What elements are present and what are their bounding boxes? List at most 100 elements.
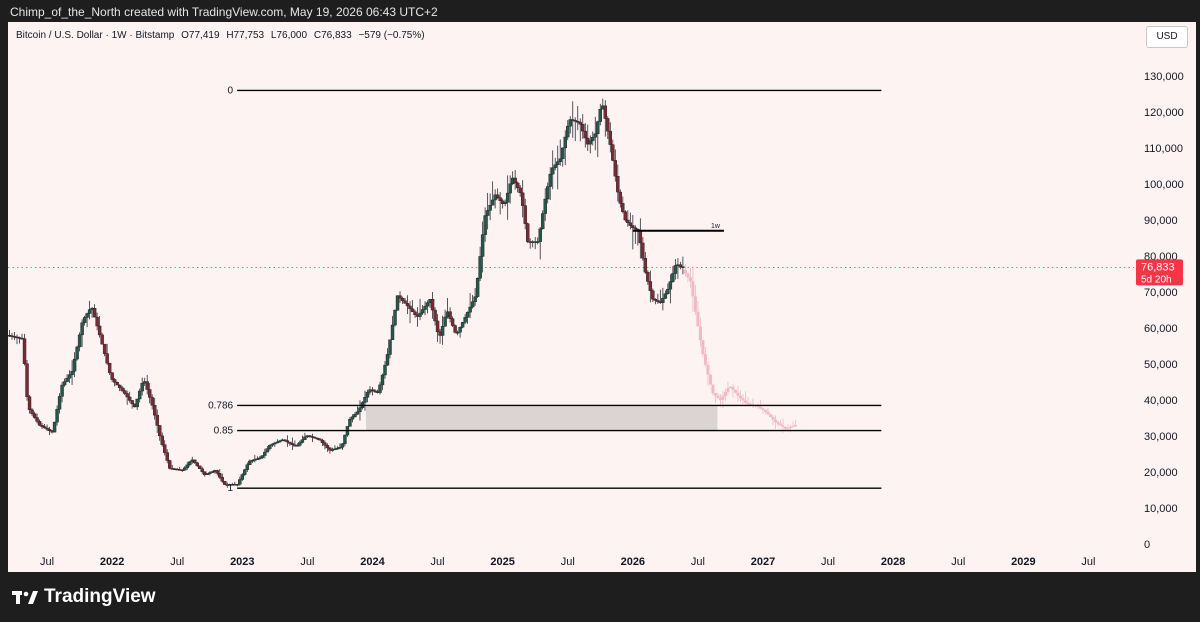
projected-candle	[723, 391, 727, 396]
price-candle	[315, 437, 320, 440]
currency-button[interactable]: USD	[1146, 26, 1188, 48]
projected-candle	[774, 419, 778, 422]
legend-change: −579 (−0.75%)	[358, 30, 425, 41]
projected-candle	[738, 395, 742, 399]
x-axis-tick-label: Jul	[1081, 556, 1095, 568]
price-candle	[465, 312, 470, 318]
y-axis-tick-label: 50,000	[1144, 359, 1178, 371]
price-candle	[515, 182, 520, 189]
projected-candle	[741, 398, 745, 401]
price-candle	[408, 305, 412, 310]
price-candle	[380, 374, 385, 386]
price-candle	[150, 397, 154, 406]
price-candle	[663, 293, 668, 299]
price-candle	[223, 481, 227, 485]
price-candle	[541, 213, 545, 230]
projected-candle	[784, 427, 788, 429]
price-candle	[205, 473, 209, 475]
price-candle	[616, 176, 620, 193]
x-axis-tick-label: 2027	[751, 556, 775, 568]
price-candle	[102, 343, 107, 354]
y-axis-tick-label: 70,000	[1144, 287, 1178, 299]
price-candle	[310, 436, 315, 438]
price-candle	[240, 474, 245, 480]
projected-candle	[728, 386, 732, 388]
price-candle	[443, 316, 447, 327]
price-candle	[395, 295, 400, 311]
projected-candle	[786, 427, 790, 429]
price-candle	[626, 219, 630, 223]
price-candle	[330, 449, 335, 451]
price-candle	[127, 396, 132, 401]
tradingview-logo[interactable]: TradingView	[12, 586, 156, 608]
price-candle	[641, 242, 645, 259]
price-candle	[215, 470, 219, 474]
price-candle	[455, 332, 460, 334]
price-candle	[378, 384, 382, 393]
projected-candle	[748, 403, 752, 405]
price-candle	[62, 381, 67, 386]
price-candle	[340, 443, 345, 448]
price-candle	[95, 316, 99, 327]
price-candle	[561, 147, 565, 159]
price-candle	[298, 442, 302, 446]
price-candle	[308, 435, 312, 437]
price-candle	[313, 437, 317, 439]
tradingview-logo-icon	[12, 591, 38, 604]
price-candle	[390, 324, 395, 340]
price-candle	[67, 374, 72, 379]
price-candle	[135, 398, 139, 408]
projected-candle	[683, 269, 687, 274]
projected-candle	[736, 392, 740, 396]
price-candle	[235, 484, 240, 486]
price-candle	[581, 123, 585, 132]
price-candle	[631, 225, 635, 228]
price-candle	[478, 256, 482, 279]
price-candle	[460, 322, 465, 328]
price-candle	[551, 167, 555, 175]
price-candle	[633, 227, 638, 230]
price-candle	[458, 327, 462, 333]
price-candle	[678, 264, 683, 267]
price-candle	[185, 464, 189, 469]
price-candle	[513, 177, 517, 184]
price-chart[interactable]: 130,000120,000110,000100,00090,00080,000…	[8, 22, 1196, 572]
price-candle	[97, 325, 102, 336]
price-candle	[368, 389, 372, 393]
price-candle	[576, 121, 580, 123]
price-candle	[203, 471, 207, 475]
x-axis-tick-label: 2023	[230, 556, 254, 568]
price-candle	[393, 310, 397, 326]
price-candle	[320, 439, 325, 443]
price-candle	[80, 322, 84, 336]
price-candle	[100, 334, 104, 345]
price-candle	[32, 413, 37, 418]
price-candle	[325, 445, 330, 449]
y-axis-tick-label: 90,000	[1144, 215, 1178, 227]
price-tag-countdown: 5d 20h	[1141, 274, 1172, 285]
price-candle	[358, 407, 362, 412]
x-axis-tick-label: 2025	[490, 556, 514, 568]
fib-level-label: 0.85	[214, 426, 234, 437]
price-candle	[87, 309, 92, 314]
price-candle	[353, 414, 357, 417]
price-candle	[35, 417, 39, 422]
price-candle	[158, 425, 162, 437]
price-candle	[55, 409, 59, 423]
projected-candle	[693, 296, 697, 312]
price-candle	[122, 390, 127, 394]
projected-candle	[713, 393, 717, 396]
price-candle	[435, 320, 440, 333]
fib-zone	[365, 405, 718, 431]
price-candle	[403, 300, 407, 304]
price-candle	[82, 317, 87, 323]
y-axis-tick-label: 100,000	[1144, 179, 1184, 191]
price-candle	[248, 460, 252, 465]
projected-candle	[794, 425, 798, 427]
price-candle	[253, 459, 257, 461]
projected-candle	[721, 395, 725, 400]
chart-panel[interactable]: 130,000 120,000 110,000 100,000 90,000 80,000…	[8, 22, 1196, 572]
price-candle	[338, 447, 342, 449]
price-candle	[188, 461, 192, 466]
price-candle	[563, 136, 567, 149]
